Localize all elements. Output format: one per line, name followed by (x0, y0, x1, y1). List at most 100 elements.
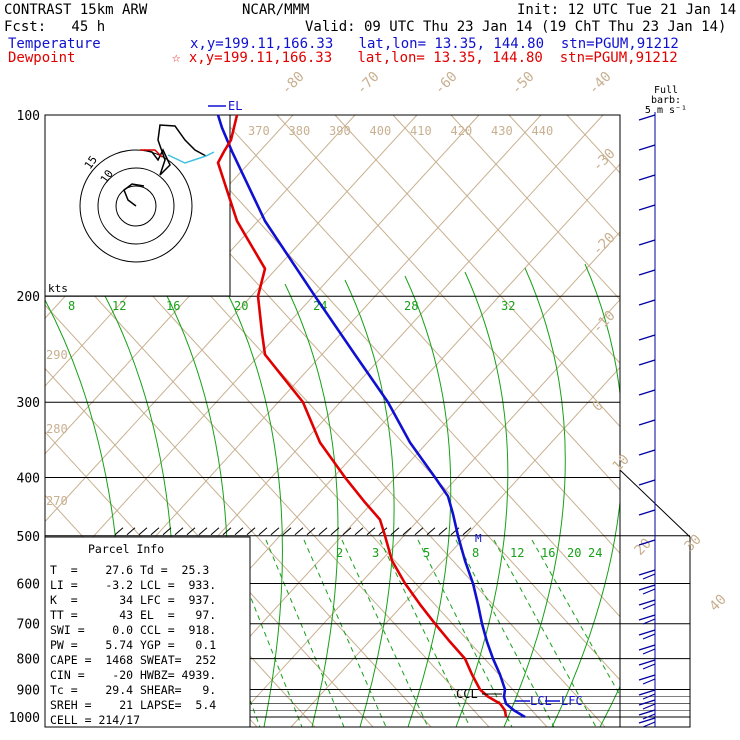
wind-barb (638, 614, 656, 621)
pressure-label: 700 (17, 618, 40, 633)
theta-label: 380 (289, 124, 311, 138)
dewpoint-trace (216, 114, 508, 718)
mixing-ratio-line (404, 275, 452, 727)
hodograph-frame (44, 114, 231, 297)
wind-barb (638, 269, 656, 276)
pressure-label: 1000 (9, 711, 40, 726)
m-label: M (475, 532, 482, 545)
wind-barb-half (642, 663, 656, 670)
mixing-ratio-dashed (227, 539, 303, 727)
parcel-row: SWI = 0.0 CCL = 918. (50, 623, 216, 637)
hatch-mark (282, 527, 292, 536)
theta-label: 420 (451, 124, 473, 138)
hodograph-trace-red (140, 149, 163, 158)
pressure-label: 200 (17, 290, 40, 305)
wind-barb-half (642, 573, 656, 580)
isotherm-label: -10 (590, 308, 619, 337)
adiabat-line (625, 115, 740, 727)
theta-label: 440 (532, 124, 554, 138)
ccl-label: CCL (456, 687, 478, 701)
hatch-mark (234, 527, 244, 536)
wind-barb (638, 629, 656, 636)
pressure-label: 100 (17, 109, 40, 124)
hatch-mark (294, 527, 304, 536)
hatch-mark (222, 527, 232, 536)
adiabat-line (508, 115, 620, 238)
isotherm-label: -20 (590, 230, 619, 259)
hodograph-trace-cyan (167, 151, 215, 164)
pressure-label: 800 (17, 653, 40, 668)
hatch-mark (198, 527, 208, 536)
init-time: Init: 12 UTC Tue 21 Jan 14 (517, 2, 737, 18)
mixing-ratio-dashed (303, 539, 387, 727)
parcel-row: CAPE = 1468 SWEAT= 252 (50, 653, 216, 667)
parcel-row: LI = -3.2 LCL = 933. (50, 578, 216, 592)
barb-note: Full barb: 5 m s⁻¹ (636, 86, 696, 116)
mixing-ratio-label: 20 (567, 546, 581, 560)
wind-barb (638, 299, 656, 306)
wind-barb (638, 204, 656, 211)
mixing-ratio-label: 16 (541, 546, 555, 560)
wind-barb-half (642, 618, 656, 625)
hatch-mark (246, 527, 256, 536)
wind-barb (638, 599, 656, 606)
wind-barb (638, 449, 656, 456)
mixing-ratio-line (599, 685, 620, 727)
adiabat-line (45, 241, 490, 727)
theta-label: 280 (46, 422, 68, 436)
temperature-legend: Temperature (8, 36, 101, 52)
mixing-ratio-dashed (341, 539, 429, 727)
mixing-ratio-label: 3 (372, 546, 379, 560)
hatch-mark (414, 527, 424, 536)
isotherm-label: 20 (632, 536, 655, 559)
mixing-ratio-dashed (265, 539, 345, 727)
mixing-ratio-label: 28 (404, 299, 418, 313)
forecast-hour: Fcst: 45 h (4, 19, 106, 35)
wind-barb (638, 709, 656, 716)
hatch-mark (426, 527, 436, 536)
hatch-mark (462, 527, 472, 536)
hatch-mark (210, 527, 220, 536)
isotherm-label: 40 (707, 592, 730, 615)
wind-barb-half (642, 678, 656, 685)
mixing-ratio-label: 20 (234, 299, 248, 313)
wind-barb-half (642, 648, 656, 655)
wind-barb (638, 359, 656, 366)
mixing-ratio-label: 12 (510, 546, 524, 560)
mixing-ratio-label: 2 (336, 546, 343, 560)
hodograph-trace (143, 124, 207, 176)
parcel-info-box: Parcel Info T = 27.6 Td = 25.3LI = -3.2 L… (44, 536, 251, 728)
pressure-label: 400 (17, 471, 40, 486)
hatch-mark (150, 527, 160, 536)
isotherm-cross-line (45, 115, 480, 591)
isotherm-label: 10 (610, 452, 633, 475)
wind-barb (638, 674, 656, 681)
wind-barb (638, 539, 656, 546)
hodograph-ring-label: 10 (98, 167, 116, 185)
theta-label: 370 (248, 124, 270, 138)
level-markers: EL CCL LCL LFC M (208, 99, 583, 708)
wind-barb (638, 689, 656, 696)
theta-label: 410 (410, 124, 432, 138)
isotherm-label: 0 (590, 398, 607, 415)
parcel-row: Tc = 29.4 SHEAR= 9. (50, 683, 216, 697)
isotherm-label: -50 (509, 69, 538, 98)
temperature-trace (216, 114, 526, 719)
parcel-row: PW = 5.74 YGP = 0.1 (50, 638, 216, 652)
theta-label: 430 (491, 124, 513, 138)
hatch-mark (174, 527, 184, 536)
wind-barb (638, 239, 656, 246)
adiabat-line (683, 115, 740, 727)
isotherm-label: -40 (586, 69, 615, 98)
hatch-mark (402, 527, 412, 536)
mixing-ratio-dashed (417, 539, 513, 727)
mixing-ratio-label: 8 (68, 299, 75, 313)
hatch-mark (186, 527, 196, 536)
hatch-mark (390, 527, 400, 536)
wind-barb (638, 717, 656, 724)
hatch-mark (306, 527, 316, 536)
mixing-ratio-label: 8 (472, 546, 479, 560)
wind-barb (638, 114, 656, 121)
